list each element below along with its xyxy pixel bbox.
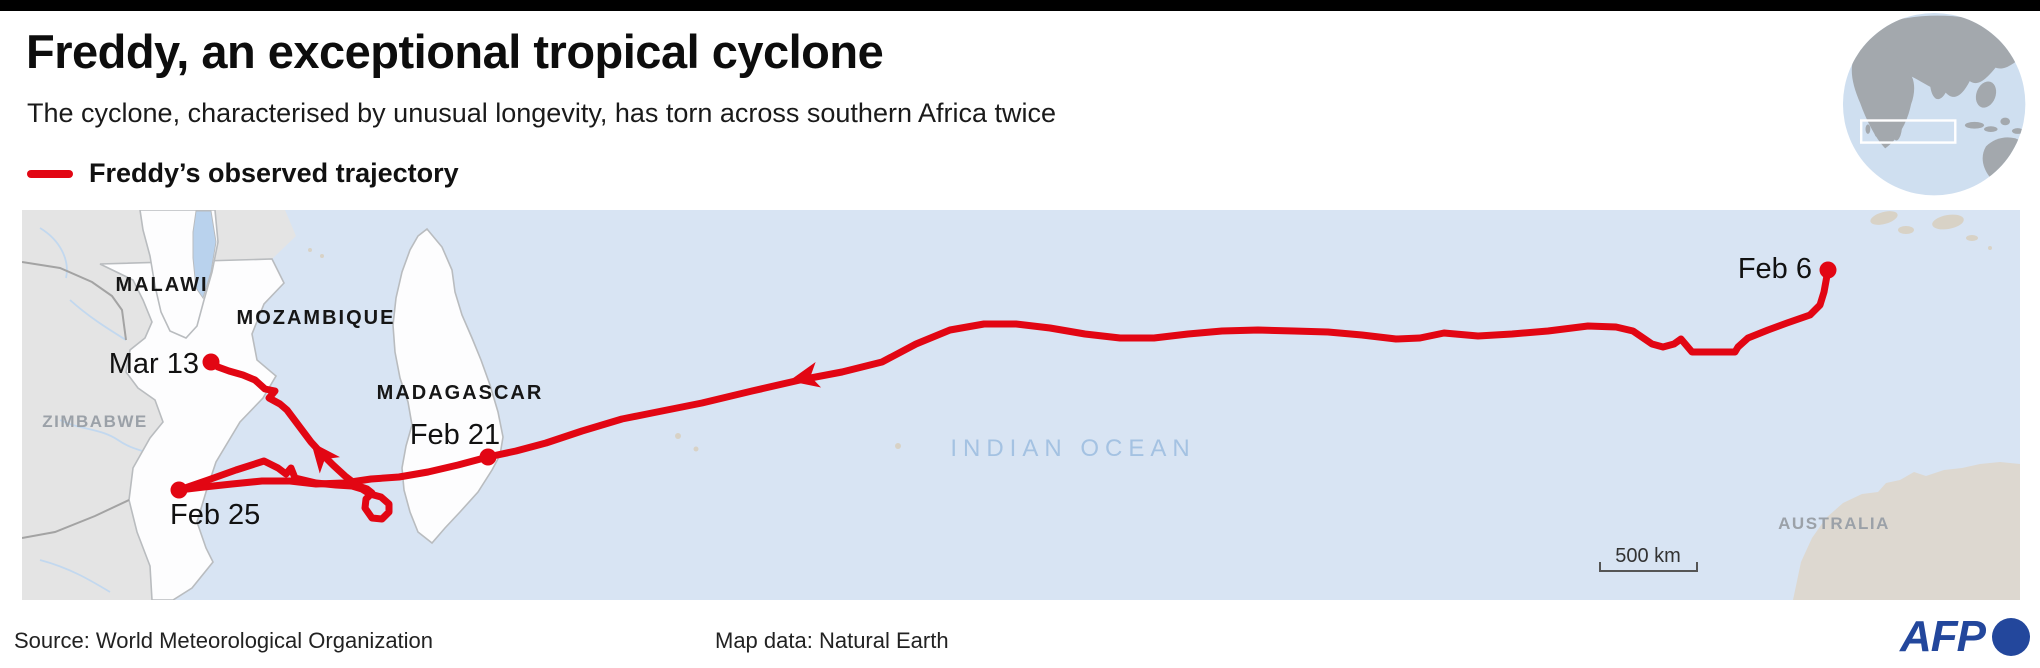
trajectory-northwest <box>207 358 362 490</box>
label-mozambique: MOZAMBIQUE <box>237 307 396 329</box>
country-borders <box>22 261 130 539</box>
scale-bracket <box>1599 562 1698 572</box>
trajectory-loop <box>354 482 393 523</box>
label-australia: AUSTRALIA <box>1778 514 1890 533</box>
globe-inset <box>1842 12 2026 196</box>
trajectory-arrowhead <box>311 442 340 474</box>
label-madagascar: MADAGASCAR <box>377 382 544 404</box>
trajectory-date-dot <box>202 353 220 371</box>
afp-logo: AFP <box>1900 612 2030 662</box>
australia-land <box>1793 462 2020 600</box>
lake-malawi <box>192 210 217 300</box>
trajectory-date-label: Feb 21 <box>410 419 500 451</box>
trajectory-date-dot <box>1819 261 1837 279</box>
trajectory-date-dot <box>479 448 497 466</box>
mapdata-credit: Map data: Natural Earth <box>715 628 949 653</box>
scale-bar: 500 km <box>1599 545 1698 572</box>
legend-label: Freddy’s observed trajectory <box>89 158 459 188</box>
label-indian-ocean: INDIAN OCEAN <box>950 435 1195 462</box>
track-overlays: Feb 6 Feb 21 Feb 25 Mar 13 <box>109 253 1837 531</box>
scale-label: 500 km <box>1615 545 1681 567</box>
source-credit: Source: World Meteorological Organizatio… <box>14 628 434 653</box>
page-title: Freddy, an exceptional tropical cyclone <box>26 25 884 78</box>
trajectory-date-label: Feb 25 <box>170 499 260 531</box>
trajectory-date-label: Feb 6 <box>1738 253 1812 285</box>
islands <box>308 211 1992 452</box>
globe-extent-rectangle <box>1860 119 1957 144</box>
trajectory-date-dot <box>170 481 188 499</box>
legend: Freddy’s observed trajectory <box>27 158 459 189</box>
trajectory-main <box>175 266 1832 494</box>
madagascar-land <box>392 227 504 545</box>
page-subtitle: The cyclone, characterised by unusual lo… <box>27 98 1057 128</box>
label-zimbabwe: ZIMBABWE <box>42 412 147 431</box>
trajectory <box>175 266 1832 523</box>
trajectory-arrowhead <box>789 362 822 388</box>
globe-continents <box>1851 15 2026 182</box>
map-svg: MALAWI MOZAMBIQUE MADAGASCAR ZIMBABWE AU… <box>22 210 2020 600</box>
trajectory-date-label: Mar 13 <box>109 348 199 380</box>
trajectory-return <box>175 457 374 498</box>
afp-logo-circle <box>1992 618 2030 656</box>
mozambique-land <box>99 258 285 600</box>
trajectory-line-swatch <box>27 169 73 178</box>
afp-logo-text: AFP <box>1900 612 1986 661</box>
label-malawi: MALAWI <box>115 274 208 296</box>
ocean <box>22 210 2020 600</box>
top-black-bar <box>0 0 2040 11</box>
